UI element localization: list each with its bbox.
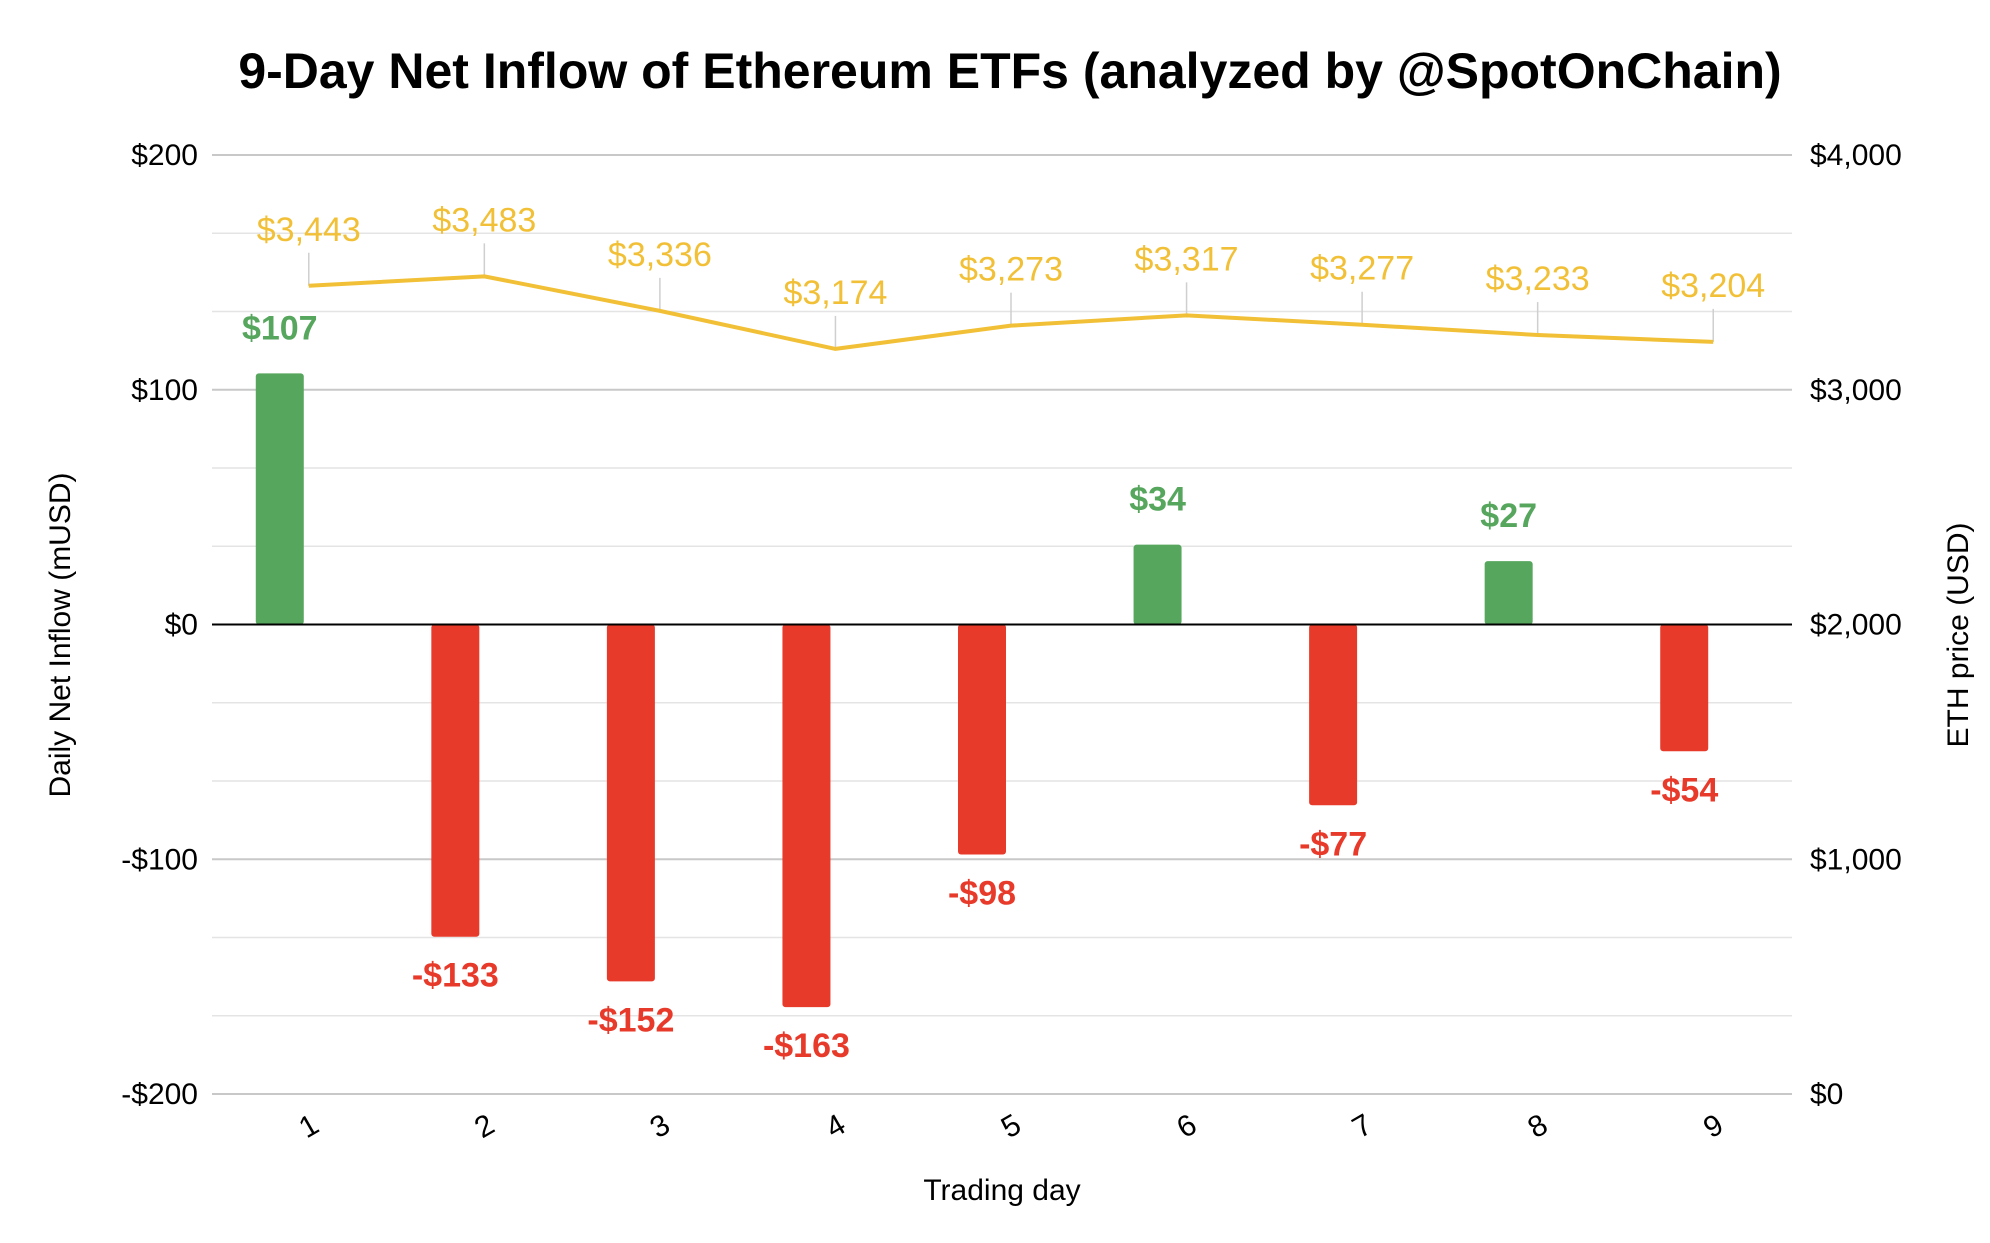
y-axis-label: Daily Net Inflow (mUSD): [44, 472, 77, 797]
price-value-label: $3,443: [257, 211, 361, 249]
bar-day-2: [431, 624, 480, 937]
y-tick-label: -$200: [121, 1078, 198, 1111]
price-value-label: $3,273: [959, 251, 1063, 289]
y2-tick-label: $0: [1810, 1078, 1843, 1111]
x-axis-label: Trading day: [923, 1174, 1080, 1207]
price-value-label: $3,483: [432, 201, 536, 239]
y2-tick-label: $3,000: [1810, 374, 1902, 407]
bar-value-label: $107: [242, 309, 318, 347]
bar-value-label: -$77: [1299, 825, 1367, 863]
bar-value-label: -$133: [412, 957, 499, 995]
y-tick-label: $0: [165, 609, 198, 642]
price-value-label: $3,336: [608, 236, 712, 274]
bar-value-label: -$163: [763, 1027, 850, 1065]
price-value-label: $3,204: [1661, 267, 1765, 305]
bar-day-1: [255, 373, 304, 625]
bar-value-label: -$54: [1650, 771, 1718, 809]
bar-value-label: $27: [1480, 497, 1537, 535]
bar-day-8: [1484, 561, 1533, 625]
y2-tick-label: $1,000: [1810, 843, 1902, 876]
gridlines: [212, 154, 1792, 1095]
bar-day-4: [782, 624, 831, 1008]
y-tick-label: $200: [131, 139, 198, 172]
price-value-label: $3,174: [783, 274, 887, 312]
x-tick-label: 9: [1698, 1108, 1729, 1145]
price-value-label: $3,317: [1135, 240, 1239, 278]
x-tick-label: 4: [820, 1108, 851, 1145]
x-tick-label: 1: [294, 1108, 325, 1145]
bar-series: $107 -$133 -$152 -$163 -$98 $34 -$77 $27 -$54: [212, 309, 1792, 1065]
bar-day-5: [958, 624, 1006, 855]
price-value-label: $3,233: [1486, 260, 1590, 298]
x-tick-label: 6: [1171, 1108, 1202, 1145]
bar-day-7: [1309, 624, 1358, 806]
y2-axis-label: ETH price (USD): [1942, 522, 1975, 747]
price-value-label: $3,277: [1310, 250, 1414, 288]
price-line-series: $3,443 $3,483 $3,336 $3,174 $3,273 $3,317 $3,2…: [257, 201, 1765, 351]
bar-day-9: [1660, 624, 1709, 752]
x-tick-label: 3: [645, 1108, 676, 1145]
bar-value-label: $34: [1129, 481, 1186, 519]
x-tick-label: 7: [1347, 1108, 1378, 1145]
x-tick-label: 5: [996, 1108, 1027, 1145]
bar-day-3: [606, 624, 655, 982]
axis-ticks: $200 $100 $0 -$100 -$200 $4,000 $3,000 $2,000 $1…: [121, 139, 1902, 1145]
chart-title: 9-Day Net Inflow of Ethereum ETFs (analy…: [238, 43, 1781, 99]
x-tick-label: 2: [469, 1108, 500, 1145]
y2-tick-label: $2,000: [1810, 609, 1902, 642]
y-tick-label: -$100: [121, 843, 198, 876]
y-tick-label: $100: [131, 374, 198, 407]
bar-value-label: -$98: [948, 875, 1016, 913]
bar-value-label: -$152: [587, 1001, 674, 1039]
y2-tick-label: $4,000: [1810, 139, 1902, 172]
price-line: [308, 274, 1714, 351]
x-tick-label: 8: [1522, 1108, 1553, 1145]
bar-day-6: [1133, 544, 1182, 625]
